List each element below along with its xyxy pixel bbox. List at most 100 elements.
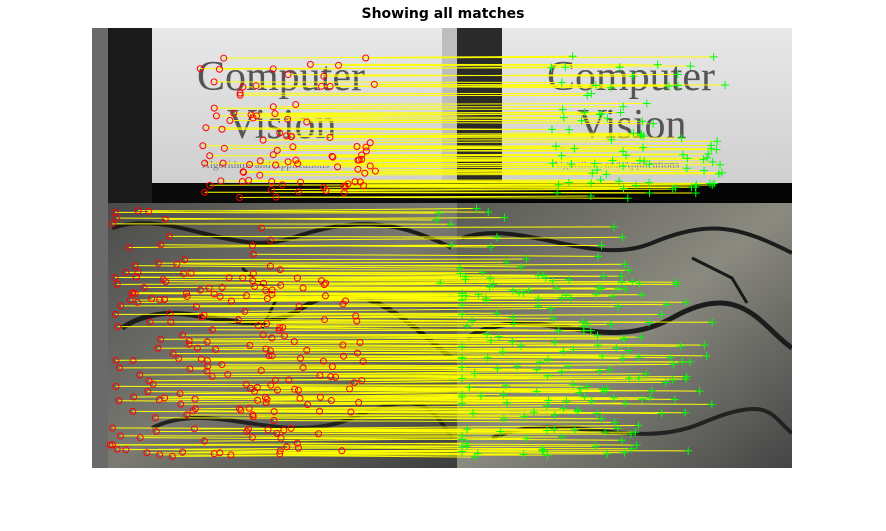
left-keypoint-marker (217, 177, 225, 185)
left-keypoint-marker (295, 188, 303, 196)
right-keypoint-marker (681, 408, 690, 417)
left-keypoint-marker (271, 110, 279, 118)
right-keypoint-marker (541, 273, 550, 282)
right-keypoint-marker (631, 428, 640, 437)
left-keypoint-marker (278, 181, 286, 189)
match-line (222, 286, 557, 289)
right-keypoint-marker (595, 110, 604, 119)
right-keypoint-marker (557, 432, 566, 441)
left-keypoint-marker (219, 159, 227, 167)
match-lines (109, 55, 726, 458)
left-keypoint-marker (208, 326, 216, 334)
left-keypoint-marker (205, 284, 213, 292)
right-keypoint-marker (458, 374, 466, 383)
right-keypoint-marker (580, 108, 589, 117)
match-line (172, 351, 503, 355)
right-keypoint-marker (622, 151, 631, 160)
left-keypoint-marker (355, 398, 363, 406)
right-keypoint-marker (682, 298, 691, 307)
right-keypoint-marker (559, 113, 568, 122)
left-keypoint-marker (199, 142, 207, 150)
right-keypoint-marker (588, 169, 597, 178)
left-keypoint-marker (306, 60, 314, 68)
match-line (349, 388, 700, 392)
left-keypoint-marker (251, 387, 259, 395)
match-line (271, 188, 624, 191)
match-line (239, 408, 578, 411)
right-keypoint-marker (565, 125, 574, 134)
left-keypoint-marker (178, 331, 186, 339)
left-keypoint-marker (254, 396, 262, 404)
left-keypoint-marker (161, 296, 169, 304)
left-keypoint-marker (352, 312, 360, 320)
match-line (364, 172, 719, 175)
left-keypoint-marker (249, 270, 257, 278)
right-keypoint-marker (629, 72, 638, 81)
right-keypoint-marker (709, 52, 718, 61)
right-keypoint-marker (458, 392, 466, 401)
left-keypoint-marker (297, 178, 305, 186)
right-keypoint-marker (482, 296, 491, 305)
left-keypoint-marker (168, 452, 176, 460)
match-line (243, 169, 598, 173)
left-keypoint-marker (145, 207, 153, 215)
match-line (358, 401, 712, 405)
left-keypoint-marker (329, 153, 337, 161)
right-keypoint-marker (672, 280, 681, 289)
right-keypoint-marker (583, 382, 592, 391)
left-keypoint-marker (248, 241, 256, 249)
left-keypoint-marker (266, 236, 274, 244)
left-keypoint-marker (320, 72, 328, 80)
right-keypoint-marker (657, 409, 666, 418)
right-keypoint-marker (487, 336, 496, 345)
right-keypoint-marker (552, 284, 561, 293)
match-line (170, 321, 514, 325)
left-keypoint-marker (200, 437, 208, 445)
right-keypoint-marker (567, 160, 576, 169)
left-keypoint-marker (292, 101, 300, 109)
right-keypoint-marker (598, 352, 607, 361)
left-keypoint-marker (362, 147, 370, 155)
left-keypoint-marker (266, 262, 274, 270)
right-keypoint-marker (587, 89, 596, 98)
right-keypoint-marker (695, 387, 704, 396)
left-keypoint-marker (230, 109, 238, 117)
left-keypoint-marker (316, 372, 324, 380)
right-keypoint-marker (684, 446, 693, 455)
right-keypoint-marker (583, 91, 592, 100)
right-keypoint-marker (564, 178, 573, 187)
match-line (286, 445, 596, 448)
matches-canvas: Computer Vision Algorithms and Applicati… (92, 28, 792, 468)
right-keypoint-marker (700, 341, 709, 350)
right-keypoint-marker (546, 304, 555, 313)
right-keypoint-marker (615, 177, 624, 186)
match-line (148, 208, 477, 212)
left-keypoint-marker (270, 408, 278, 416)
right-keypoint-marker (620, 260, 629, 269)
right-keypoint-marker (663, 300, 672, 309)
match-line (365, 146, 712, 150)
match-line (323, 73, 678, 77)
left-keypoint-marker (350, 379, 358, 387)
right-keypoint-marker (508, 286, 517, 295)
right-keypoint-marker (708, 318, 717, 327)
match-line (375, 170, 722, 174)
left-keypoint-marker (287, 424, 295, 432)
right-keypoint-marker (468, 316, 477, 325)
left-keypoint-marker (149, 380, 157, 388)
match-line (233, 111, 585, 114)
right-keypoint-marker (519, 450, 528, 459)
right-keypoint-marker (624, 346, 633, 355)
right-keypoint-marker (522, 255, 531, 264)
left-keypoint-marker (156, 296, 164, 304)
left-keypoint-marker (284, 158, 292, 166)
right-keypoint-marker (462, 439, 471, 448)
left-keypoint-marker (208, 372, 216, 380)
match-line (248, 428, 606, 433)
right-keypoint-marker (621, 399, 630, 408)
match-line (332, 156, 688, 159)
right-keypoint-marker (721, 81, 730, 90)
match-line (258, 325, 584, 328)
right-keypoint-marker (492, 309, 501, 318)
right-keypoint-marker (634, 421, 643, 430)
